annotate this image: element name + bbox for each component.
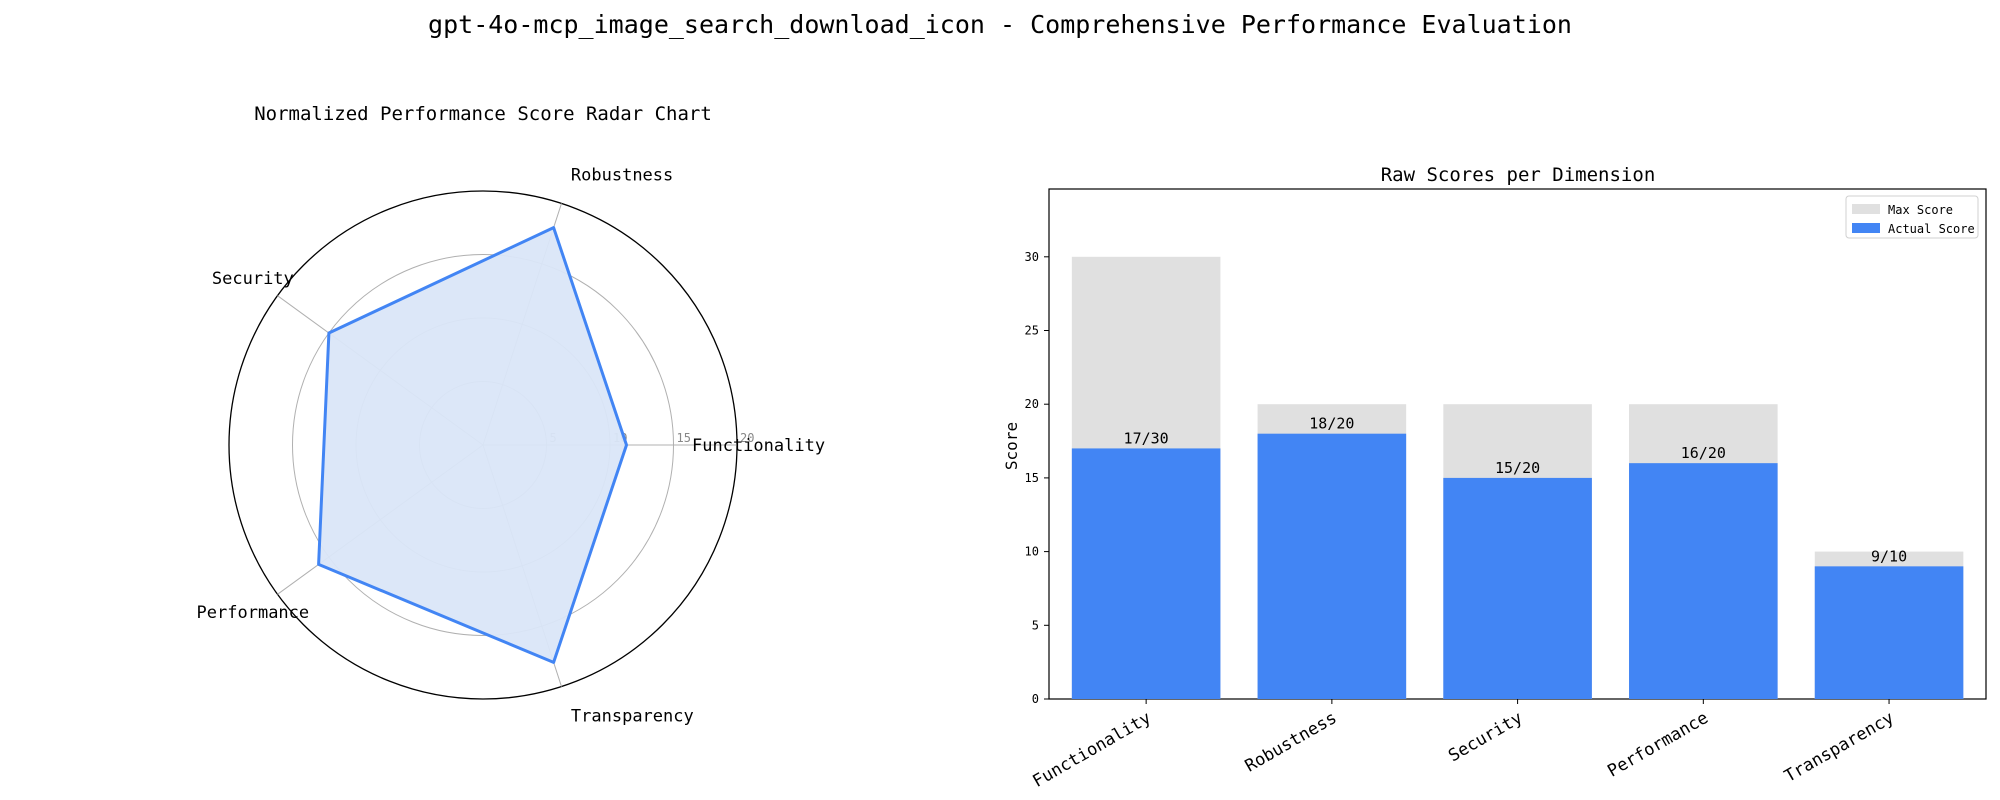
bar-x-tick-label: Robustness [1242,708,1341,777]
radar-r-tick-label: 15 [677,431,691,445]
bar-data-label: 17/30 [1124,429,1169,447]
bar-actual-score [1443,477,1592,699]
bar-x-tick-label: Security [1445,708,1526,766]
bar-y-tick-label: 10 [1025,545,1039,559]
radar-category-label: Robustness [571,165,673,185]
bar-y-tick-label: 30 [1025,250,1039,264]
radar-title: Normalized Performance Score Radar Chart [254,103,712,125]
bar-y-tick-label: 15 [1025,471,1039,485]
bar-y-tick-label: 0 [1032,692,1039,706]
radar-category-label: Functionality [692,436,825,456]
bar-legend-label: Max Score [1888,203,1953,217]
bar-actual-score [1629,463,1778,699]
radar-series-polygon [317,226,628,664]
bar-actual-score [1257,433,1407,699]
bar-actual-score [1071,448,1221,699]
radar-chart: Normalized Performance Score Radar Chart… [197,103,826,727]
bar-y-tick-label: 5 [1032,618,1039,632]
radar-category-label: Performance [197,603,310,623]
radar-category-label: Security [212,269,294,289]
bar-y-tick-label: 20 [1025,397,1039,411]
bar-y-axis-label: Score [1002,422,1021,470]
bar-data-label: 18/20 [1309,415,1354,433]
bar-title: Raw Scores per Dimension [1381,164,1656,186]
bar-data-label: 15/20 [1495,459,1540,477]
bar-legend-label: Actual Score [1888,222,1975,236]
bar-y-tick-label: 25 [1025,324,1039,338]
figure-title: gpt-4o-mcp_image_search_download_icon - … [428,10,1572,39]
radar-r-tick-label: 20 [740,431,754,445]
bar-x-tick-label: Functionality [1029,708,1154,792]
bar-actual-score [1814,566,1964,699]
radar-category-label: Transparency [571,707,694,727]
bar-legend-swatch [1852,223,1880,233]
bar-legend-swatch [1852,204,1880,214]
bar-data-label: 9/10 [1871,547,1907,565]
bar-chart: Raw Scores per Dimension Score 17/30 18/2… [1002,164,1987,792]
bar-data-label: 16/20 [1681,444,1726,462]
bar-x-tick-label: Performance [1604,708,1712,782]
bar-x-tick-label: Transparency [1781,708,1897,787]
